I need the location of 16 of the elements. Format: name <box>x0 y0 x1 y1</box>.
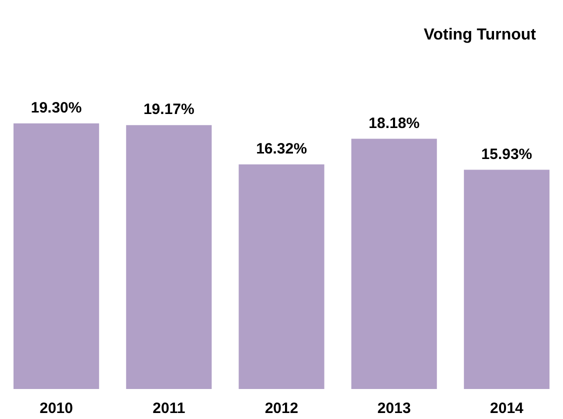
bar <box>351 138 437 389</box>
x-tick-label: 2012 <box>264 400 298 417</box>
x-tick-label: 2010 <box>40 400 73 417</box>
x-tick-label: 2011 <box>152 400 186 417</box>
data-label: 19.17% <box>143 101 194 118</box>
data-label: 18.18% <box>368 114 420 132</box>
x-tick-label: 2013 <box>377 400 411 417</box>
bar <box>238 164 324 389</box>
data-label: 19.30% <box>30 99 82 116</box>
bar <box>14 123 100 389</box>
chart-title: Voting Turnout <box>424 26 537 44</box>
bar <box>126 125 212 389</box>
data-label: 16.32% <box>256 140 307 158</box>
x-tick-label: 2014 <box>490 400 524 417</box>
bar <box>464 170 550 389</box>
data-label: 15.93% <box>481 146 532 163</box>
